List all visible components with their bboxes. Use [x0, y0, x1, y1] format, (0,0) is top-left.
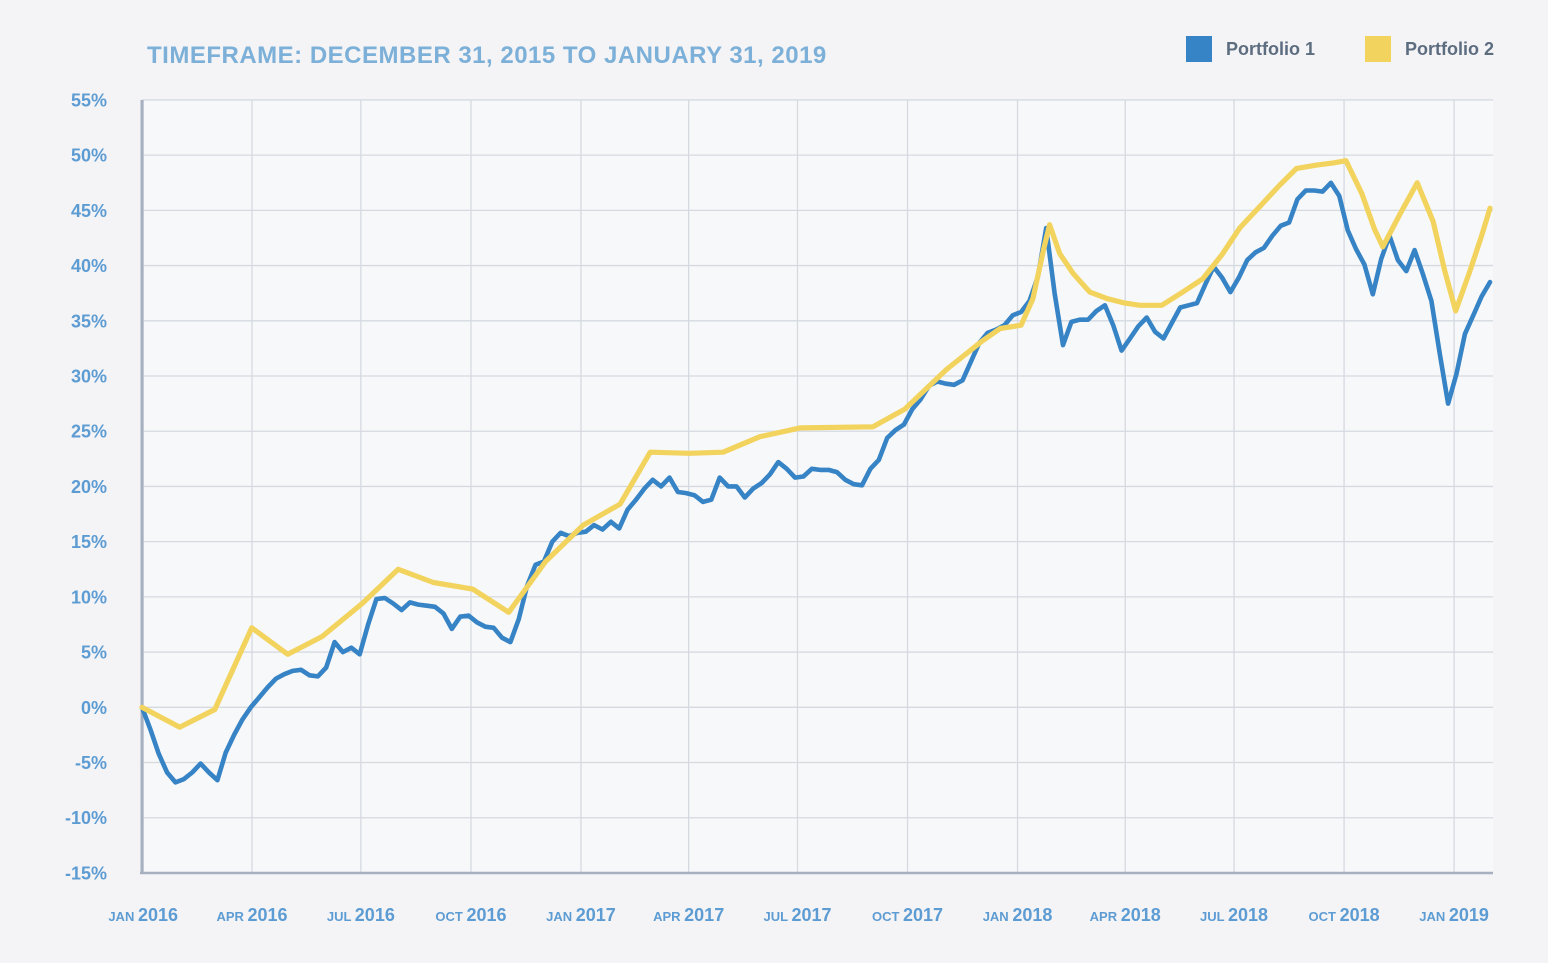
legend-item-portfolio1: Portfolio 1 — [1186, 36, 1315, 62]
y-tick-label: 30% — [71, 367, 107, 387]
y-tick-label: 20% — [71, 477, 107, 497]
x-tick-label: APR 2017 — [653, 905, 724, 925]
legend-label-portfolio1: Portfolio 1 — [1226, 38, 1315, 59]
y-tick-label: 55% — [71, 90, 107, 110]
legend-item-portfolio2: Portfolio 2 — [1365, 36, 1494, 62]
x-tick-label: JUL 2018 — [1200, 905, 1268, 925]
x-tick-label: OCT 2016 — [435, 905, 506, 925]
y-tick-label: 50% — [71, 146, 107, 166]
legend: Portfolio 1 Portfolio 2 — [1186, 36, 1494, 62]
x-tick-label: JAN 2016 — [108, 905, 178, 925]
y-axis-labels: 55% 50% 45% 40% 35% 30% 25% 20% 15% 10% 5% 0% -5% -10… — [65, 90, 107, 883]
portfolio2-line — [139, 158, 1493, 730]
y-tick-label: -5% — [75, 753, 107, 773]
portfolio1-swatch-icon — [1186, 36, 1212, 62]
x-axis-labels: JAN 2016 APR 2016 JUL 2016 OCT 2016 JAN 2017… — [108, 905, 1489, 925]
portfolio2-swatch-icon — [1365, 36, 1391, 62]
x-tick-label: JAN 2019 — [1419, 905, 1489, 925]
portfolio1-line — [139, 180, 1493, 785]
legend-label-portfolio2: Portfolio 2 — [1405, 38, 1494, 59]
y-tick-label: 40% — [71, 256, 107, 276]
y-tick-label: 5% — [81, 643, 107, 663]
x-tick-label: APR 2018 — [1090, 905, 1161, 925]
x-tick-label: JUL 2017 — [764, 905, 832, 925]
y-tick-label: 0% — [81, 698, 107, 718]
y-tick-label: -15% — [65, 863, 107, 883]
y-tick-label: 15% — [71, 532, 107, 552]
y-tick-label: -10% — [65, 808, 107, 828]
chart-title: TIMEFRAME: DECEMBER 31, 2015 TO JANUARY … — [147, 42, 827, 69]
y-tick-label: 10% — [71, 587, 107, 607]
axis-lines — [140, 100, 1493, 875]
y-tick-label: 35% — [71, 311, 107, 331]
x-tick-label: OCT 2017 — [872, 905, 943, 925]
y-tick-label: 45% — [71, 201, 107, 221]
x-tick-label: JUL 2016 — [327, 905, 395, 925]
x-tick-label: OCT 2018 — [1309, 905, 1380, 925]
x-tick-label: JAN 2017 — [546, 905, 616, 925]
series-lines — [139, 158, 1493, 785]
x-tick-label: APR 2016 — [216, 905, 287, 925]
x-tick-label: JAN 2018 — [983, 905, 1053, 925]
y-tick-label: 25% — [71, 422, 107, 442]
